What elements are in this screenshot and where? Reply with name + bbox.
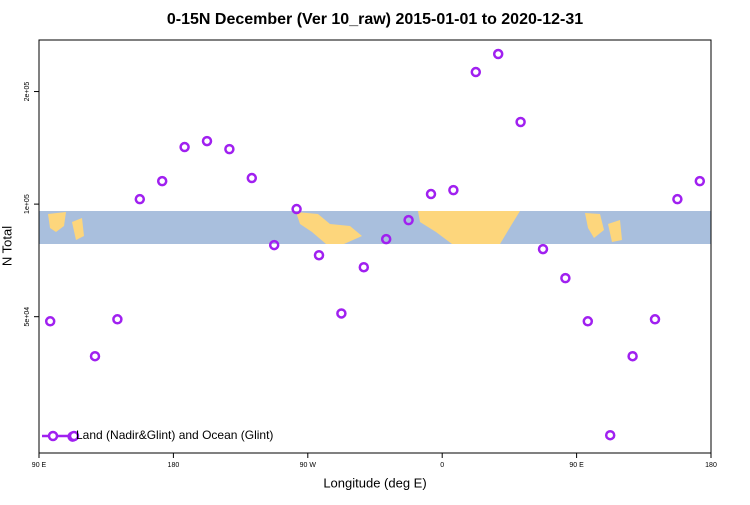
point [112, 314, 123, 325]
point [627, 350, 638, 362]
x-tick-label: 90 E [32, 462, 47, 469]
point [313, 249, 325, 261]
point [604, 429, 616, 441]
y-tick-label: 1e+05 [24, 194, 31, 214]
point [425, 188, 437, 200]
map-strip [39, 211, 711, 244]
point [156, 175, 168, 187]
point [582, 316, 594, 327]
point [201, 135, 213, 147]
point [358, 261, 370, 273]
x-tick-label: 0 [440, 462, 444, 469]
point [224, 143, 235, 155]
point [380, 233, 392, 245]
x-tick-label: 90 E [569, 462, 584, 469]
x-tick-label: 90 W [300, 462, 317, 469]
point [403, 214, 414, 226]
point [89, 350, 101, 362]
point [560, 272, 571, 284]
x-tick-label: 180 [168, 462, 180, 469]
point [492, 48, 504, 60]
chart-title: 0-15N December (Ver 10_raw) 2015-01-01 t… [167, 11, 583, 28]
point [134, 193, 146, 205]
legend-label: Land (Nadir&Glint) and Ocean (Glint) [76, 428, 273, 442]
point [179, 141, 190, 153]
point [649, 314, 661, 325]
point [515, 116, 526, 128]
legend-marker [47, 430, 59, 442]
point [448, 184, 459, 196]
x-axis-label: Longitude (deg E) [323, 475, 426, 490]
point [672, 193, 683, 205]
point [470, 66, 482, 78]
point [268, 239, 280, 251]
plot-frame [38, 39, 712, 454]
x-tick-label: 180 [705, 462, 717, 469]
point [336, 308, 347, 319]
legend-marker [68, 430, 80, 442]
y-tick-label: 5e+04 [24, 307, 31, 327]
point [246, 172, 258, 184]
y-axis-label: N Total [0, 226, 14, 266]
y-tick-label: 2e+05 [24, 82, 31, 102]
point [291, 203, 302, 215]
point [694, 175, 706, 187]
point [44, 316, 56, 327]
point [537, 243, 549, 255]
